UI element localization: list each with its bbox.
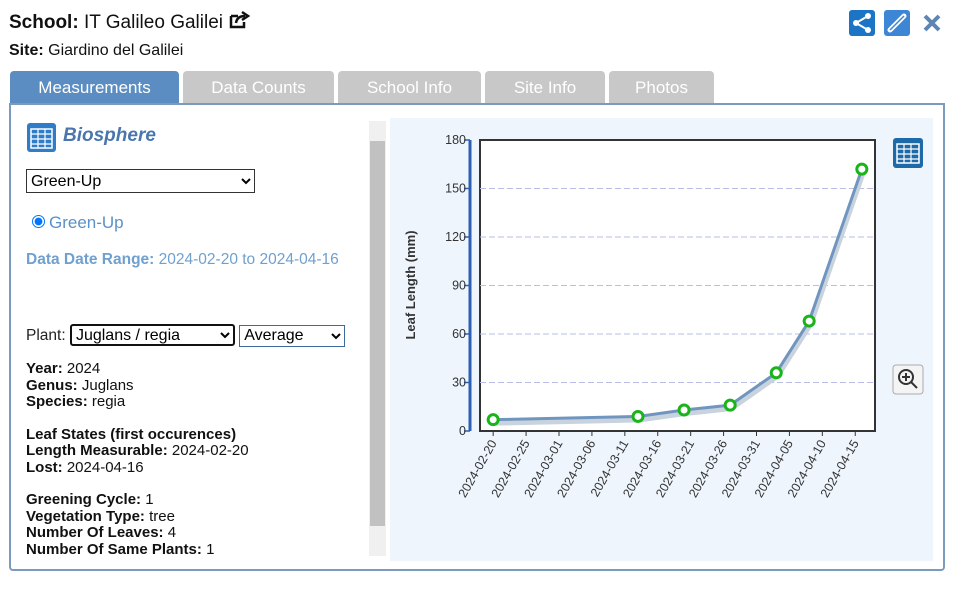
detail-label: Number Of Same Plants: xyxy=(26,540,202,555)
detail-row: Year: 2024 xyxy=(26,361,366,378)
y-tick-label: 180 xyxy=(445,133,466,147)
site-name: Giardino del Galilei xyxy=(48,42,184,59)
point xyxy=(486,413,500,427)
point xyxy=(723,398,737,412)
detail-value: 2024-04-16 xyxy=(66,458,144,476)
detail-row: Genus: Juglans xyxy=(26,376,366,395)
stat-select[interactable]: Average xyxy=(239,324,346,347)
share-button[interactable] xyxy=(849,10,875,36)
detail-label: Species: xyxy=(26,393,88,410)
plant-select[interactable]: Juglans / regia xyxy=(69,324,235,346)
radio[interactable] xyxy=(32,215,45,228)
detail-value: 2024-02-20 xyxy=(171,442,249,459)
detail-label: Genus: xyxy=(26,376,78,394)
site-label: Site: xyxy=(9,42,44,59)
point xyxy=(802,314,816,328)
point xyxy=(769,366,783,380)
detail-row: Number Of Same Plants: 1 xyxy=(26,540,366,555)
detail-value: 1 xyxy=(145,491,154,508)
detail-row: Number Of Leaves: 4 xyxy=(26,524,366,542)
y-tick-label: 0 xyxy=(459,424,466,438)
point xyxy=(631,409,645,423)
detail-label: Number Of Leaves: xyxy=(26,524,164,541)
panel xyxy=(9,103,945,571)
plant-label: Plant: xyxy=(26,327,66,344)
plant-row: Plant: Juglans / regia Average xyxy=(26,324,346,347)
chart: Leaf Length (mm) 03060901201501802024-02… xyxy=(390,118,933,561)
detail-value: 4 xyxy=(167,524,177,541)
zoom-button[interactable] xyxy=(892,364,924,395)
tab[interactable]: Photos xyxy=(609,71,714,103)
detail-row: Length Measurable: 2024-02-20 xyxy=(26,442,366,460)
table-icon xyxy=(27,123,56,152)
y-tick-label: 60 xyxy=(452,327,466,341)
detail-label: Vegetation Type: xyxy=(26,507,145,525)
spacer xyxy=(26,411,366,427)
detail-row: Greening Cycle: 1 xyxy=(26,491,366,509)
close-button[interactable] xyxy=(923,14,941,32)
detail-row: Vegetation Type: tree xyxy=(26,507,366,526)
detail-value: 2024 xyxy=(66,361,101,377)
toolbar xyxy=(849,10,941,36)
detail-value: regia xyxy=(91,393,126,410)
school-name: IT Galileo Galilei xyxy=(83,12,223,33)
detail-row: Lost: 2024-04-16 xyxy=(26,458,366,477)
detail-value: tree xyxy=(149,507,175,525)
radio-label: Green-Up xyxy=(49,213,124,232)
point xyxy=(855,162,869,176)
group-heading: Leaf States (first occurences) xyxy=(26,425,237,443)
tab[interactable]: Site Info xyxy=(485,71,605,103)
detail-row: Species: regia xyxy=(26,393,366,411)
school-label: School: xyxy=(9,12,79,33)
point xyxy=(677,403,691,417)
link-button[interactable] xyxy=(884,10,910,36)
range-value: 2024-02-20 to 2024-04-16 xyxy=(158,251,339,268)
detail-label: Lost: xyxy=(26,458,63,476)
protocol-select[interactable]: Green-Up xyxy=(26,169,255,193)
scrollbar[interactable] xyxy=(369,121,386,556)
tab[interactable]: School Info xyxy=(338,71,481,103)
tab[interactable]: Measurements xyxy=(10,71,179,103)
detail-label: Year: xyxy=(26,361,63,377)
y-tick-label: 150 xyxy=(445,182,466,196)
details: Year: 2024 Genus: Juglans Species: regia Le… xyxy=(26,361,366,555)
y-tick-label: 90 xyxy=(452,279,466,293)
radio-row: Green-Up xyxy=(32,213,124,233)
y-tick-label: 120 xyxy=(445,230,466,244)
range-label: Data Date Range: xyxy=(26,251,155,268)
external-link-icon[interactable] xyxy=(228,10,252,30)
y-axis-label: Leaf Length (mm) xyxy=(403,230,418,339)
detail-value: 1 xyxy=(206,540,215,555)
scroll-thumb[interactable] xyxy=(370,141,385,526)
date-range: Data Date Range: 2024-02-20 to 2024-04-1… xyxy=(26,247,368,273)
spacer xyxy=(26,476,366,492)
chart-table-button[interactable] xyxy=(893,138,923,168)
site-line: Site: Giardino del Galilei xyxy=(9,42,183,60)
detail-value: Juglans xyxy=(81,376,134,394)
school-line: School: IT Galileo Galilei xyxy=(9,10,252,34)
tab[interactable]: Data Counts xyxy=(183,71,334,103)
section-title: Biosphere xyxy=(63,125,156,146)
y-tick-label: 30 xyxy=(452,376,466,390)
heading-row: Leaf States (first occurences) xyxy=(26,425,366,444)
detail-label: Length Measurable: xyxy=(26,442,168,459)
detail-label: Greening Cycle: xyxy=(26,491,142,508)
